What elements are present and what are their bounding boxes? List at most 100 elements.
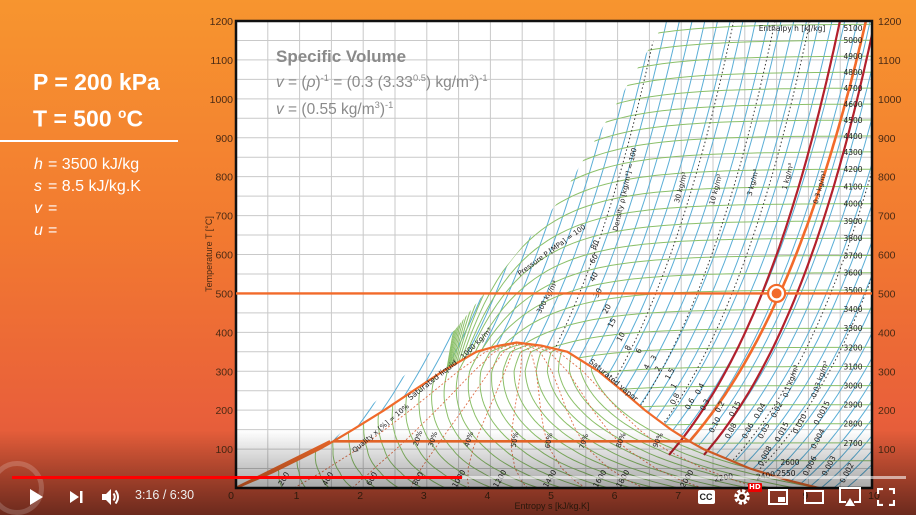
progress-bar[interactable]: [12, 476, 906, 479]
eq-part: = (0.55 kg/m: [283, 101, 375, 119]
annotation-equation-2: v = (0.55 kg/m3)-1: [276, 94, 488, 121]
y-tick-label-right: 1100: [878, 55, 901, 67]
play-button[interactable]: [24, 484, 48, 510]
specific-volume-annotation: Specific Volume v = (ρ)-1 = (0.3 (3.330.…: [276, 46, 488, 121]
pressure-label: 6: [634, 346, 644, 355]
next-icon: [70, 491, 83, 503]
enthalpy-label: 3300: [843, 324, 862, 333]
miniplayer-button[interactable]: [766, 484, 790, 510]
enthalpy-label: 4000: [843, 200, 862, 209]
next-button[interactable]: [66, 484, 86, 510]
pressure-label: 80: [589, 238, 602, 251]
density-line-highlight: [668, 21, 842, 456]
isenthalp-line: [432, 220, 872, 473]
isobar-200kpa: [333, 21, 868, 443]
settings-button[interactable]: [730, 484, 754, 510]
y-tick-label-right: 800: [878, 172, 896, 184]
y-tick-label-left: 800: [215, 172, 233, 184]
play-ripple: [0, 461, 44, 515]
property-v: v =: [34, 198, 180, 220]
gear-icon: [734, 489, 750, 505]
controls-gradient: [0, 430, 916, 515]
eq-sup: -1: [320, 73, 329, 83]
enthalpy-label: 5100: [843, 24, 862, 33]
quality-line: [520, 342, 703, 488]
isobar-line: [604, 21, 820, 488]
y-tick-label-right: 200: [878, 405, 896, 417]
miniplayer-icon: [768, 489, 788, 505]
y-tick-label-right: 900: [878, 133, 896, 145]
property-eq: =: [48, 177, 62, 195]
property-s: s = 8.5 kJ/kg.K: [34, 176, 180, 198]
cast-button[interactable]: [838, 484, 862, 510]
enthalpy-label: 3800: [843, 234, 862, 243]
y-tick-label-left: 300: [215, 366, 233, 378]
property-symbol: u: [34, 221, 43, 239]
property-eq: =: [48, 199, 58, 217]
property-symbol: v: [34, 199, 42, 217]
isobar-line: [579, 21, 795, 488]
enthalpy-label: 3400: [843, 305, 862, 314]
eq-sup: 0.5: [412, 73, 426, 83]
fullscreen-icon: [877, 488, 895, 506]
y-tick-label-left: 1200: [210, 16, 234, 28]
pressure-label: 2: [653, 364, 663, 373]
divider: [0, 139, 178, 142]
density-line: [704, 129, 872, 488]
isobar-line: [680, 75, 872, 488]
quality-line: [410, 342, 516, 488]
isenthalp-line: [432, 272, 872, 476]
temperature-value: T = 500 oC: [33, 98, 180, 135]
y-tick-label-right: 600: [878, 250, 896, 262]
pressure-label: 4: [642, 362, 652, 371]
cc-icon: CC: [697, 490, 715, 504]
property-h: h = 3500 kJ/kg: [34, 154, 180, 176]
state-point: [771, 288, 782, 299]
y-tick-label-left: 1000: [210, 94, 234, 106]
enthalpy-label: 4200: [843, 165, 862, 174]
eq-var: v: [276, 74, 284, 92]
isobar-line: [591, 21, 808, 488]
captions-button[interactable]: CC: [694, 484, 718, 510]
hd-badge: HD: [748, 483, 762, 492]
enthalpy-label: 3600: [843, 269, 862, 278]
eq-part: ): [315, 74, 321, 92]
pressure-label: 8: [623, 343, 633, 352]
property-value: 8.5 kJ/kg.K: [61, 177, 141, 195]
property-symbol: h: [34, 155, 43, 173]
eq-sup: 3: [468, 73, 475, 83]
enthalpy-label: 3700: [843, 251, 862, 260]
theater-mode-button[interactable]: [802, 484, 826, 510]
cast-icon: [839, 487, 861, 506]
theater-icon: [804, 490, 824, 504]
eq-part: = (: [283, 74, 307, 92]
volume-button[interactable]: [100, 484, 122, 510]
enthalpy-label: 3900: [843, 217, 862, 226]
eq-part: ): [474, 74, 480, 92]
enthalpy-label: 2900: [843, 401, 862, 410]
y-tick-label-left: 200: [215, 405, 233, 417]
y-tick-label-left: 1100: [210, 55, 233, 67]
enthalpy-axis-label: Enthalpy h [kJ/kg]: [759, 24, 826, 33]
y-tick-label-left: 500: [215, 288, 233, 300]
property-eq: =: [48, 155, 62, 173]
eq-part: ): [379, 101, 385, 119]
time-current: 3:16: [135, 488, 160, 502]
pressure-label: 40: [588, 270, 601, 283]
eq-sup: 3: [374, 100, 380, 111]
fullscreen-button[interactable]: [874, 484, 898, 510]
isenthalp-line: [432, 237, 872, 474]
density-line-highlight: [703, 29, 872, 456]
eq-part: ) kg/m: [425, 74, 469, 92]
eq-sup: -1: [384, 100, 394, 111]
enthalpy-label: 3000: [843, 382, 862, 391]
eq-part: = (0.3 (3.33: [328, 74, 413, 92]
enthalpy-label: 4100: [843, 182, 862, 191]
enthalpy-label: 2800: [843, 420, 862, 429]
time-display: 3:16 / 6:30: [135, 488, 194, 502]
pressure-label: 15: [606, 316, 619, 329]
time-separator: /: [159, 488, 170, 502]
y-tick-label-left: 900: [215, 133, 233, 145]
y-tick-label-left: 600: [215, 250, 233, 262]
enthalpy-label: 4300: [843, 148, 862, 157]
